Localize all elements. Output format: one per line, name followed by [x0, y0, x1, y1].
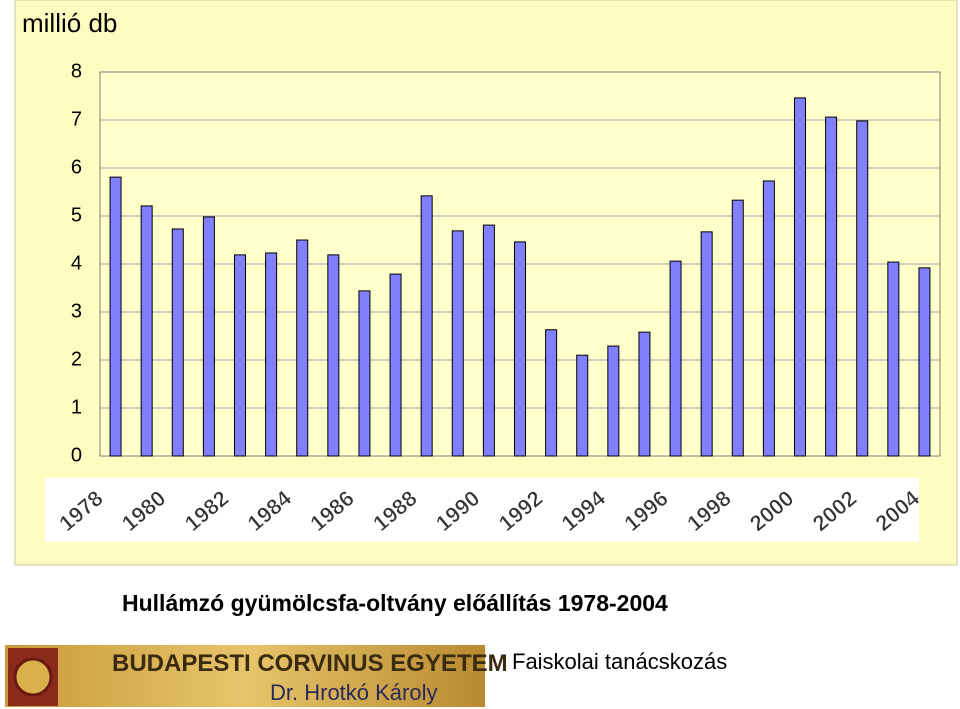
- y-tick-label: 7: [71, 108, 82, 130]
- y-axis-label: millió db: [22, 8, 117, 38]
- bar: [327, 254, 340, 457]
- bar: [296, 239, 309, 457]
- bar: [234, 254, 246, 457]
- crest-emblem: [13, 657, 53, 697]
- bar: [762, 180, 775, 457]
- bar: [856, 120, 869, 457]
- bar: [731, 199, 744, 457]
- bar: [669, 260, 682, 457]
- bar: [358, 290, 371, 457]
- event-name: Faiskolai tanácskozás: [512, 649, 727, 674]
- bar: [171, 228, 184, 457]
- y-tick-label: 3: [71, 300, 82, 322]
- bar: [451, 230, 464, 457]
- bar: [576, 354, 589, 457]
- y-tick-label: 1: [71, 396, 82, 418]
- bar: [887, 261, 900, 457]
- bar: [607, 345, 620, 457]
- bar: [482, 224, 495, 457]
- chart-title: Hullámzó gyümölcsfa-oltvány előállítás 1…: [122, 590, 668, 616]
- bar: [794, 97, 806, 457]
- bar: [825, 116, 838, 457]
- bar: [638, 331, 651, 457]
- y-tick-label: 0: [71, 444, 82, 466]
- y-tick-label: 2: [71, 348, 82, 370]
- bar: [545, 329, 558, 457]
- university-name: BUDAPESTI CORVINUS EGYETEM: [112, 650, 508, 677]
- banner: [5, 645, 485, 707]
- category-strip: [45, 478, 919, 542]
- bar: [202, 216, 215, 457]
- author: Dr. Hrotkó Károly: [270, 680, 438, 705]
- bar: [389, 273, 402, 457]
- bar: [420, 195, 433, 457]
- y-tick-label: 6: [71, 156, 82, 178]
- bar: [514, 241, 526, 457]
- y-tick-label: 8: [71, 60, 82, 82]
- bar: [918, 267, 931, 457]
- y-tick-label: 5: [71, 204, 82, 226]
- y-tick-label: 4: [71, 252, 82, 274]
- bar: [265, 252, 278, 457]
- bar: [700, 231, 713, 457]
- bar: [140, 205, 153, 457]
- bar: [109, 176, 122, 457]
